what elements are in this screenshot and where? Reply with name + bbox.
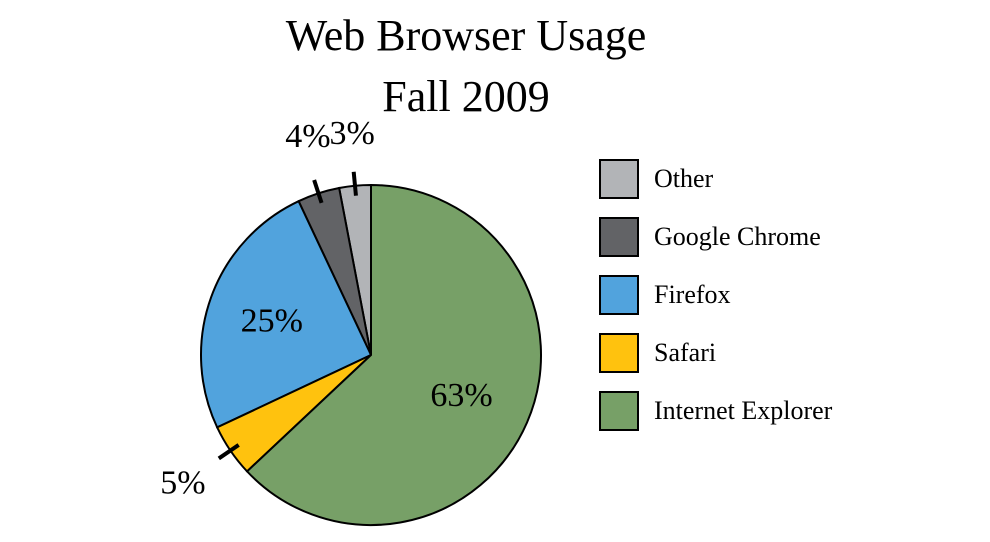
slice-label-safari: 5% — [160, 464, 205, 501]
pie-slices — [200, 183, 542, 526]
legend-label-other: Other — [654, 164, 714, 193]
chart-title: Web Browser Usage — [286, 11, 647, 60]
slice-label-google-chrome: 4% — [285, 118, 330, 155]
legend-swatch-other — [599, 159, 639, 199]
slice-label-internet-explorer: 63% — [430, 377, 492, 414]
pie-slice-firefox — [200, 199, 373, 429]
chart-subtitle: Fall 2009 — [382, 72, 549, 121]
legend-label-safari: Safari — [654, 338, 716, 367]
slice-label-firefox: 25% — [241, 302, 303, 339]
legend-swatch-safari — [599, 333, 639, 373]
slice-label-other: 3% — [330, 115, 375, 152]
slice-labels: 3%4% 25% 5% 63% — [160, 115, 492, 502]
legend-swatch-google-chrome — [599, 217, 639, 257]
legend-label-firefox: Firefox — [654, 280, 731, 309]
pie-slice-internet-explorer — [245, 183, 542, 526]
legend-swatch-firefox — [599, 275, 639, 315]
label-leader-other — [351, 171, 358, 196]
legend-label-google-chrome: Google Chrome — [654, 222, 821, 251]
legend-swatch-internet-explorer — [599, 391, 639, 431]
label-leader-safari — [217, 443, 240, 461]
legend-label-internet-explorer: Internet Explorer — [654, 396, 833, 425]
legend: Other Google Chrome Firefox Safari Internet … — [599, 159, 833, 431]
label-leader-google-chrome — [312, 179, 324, 204]
